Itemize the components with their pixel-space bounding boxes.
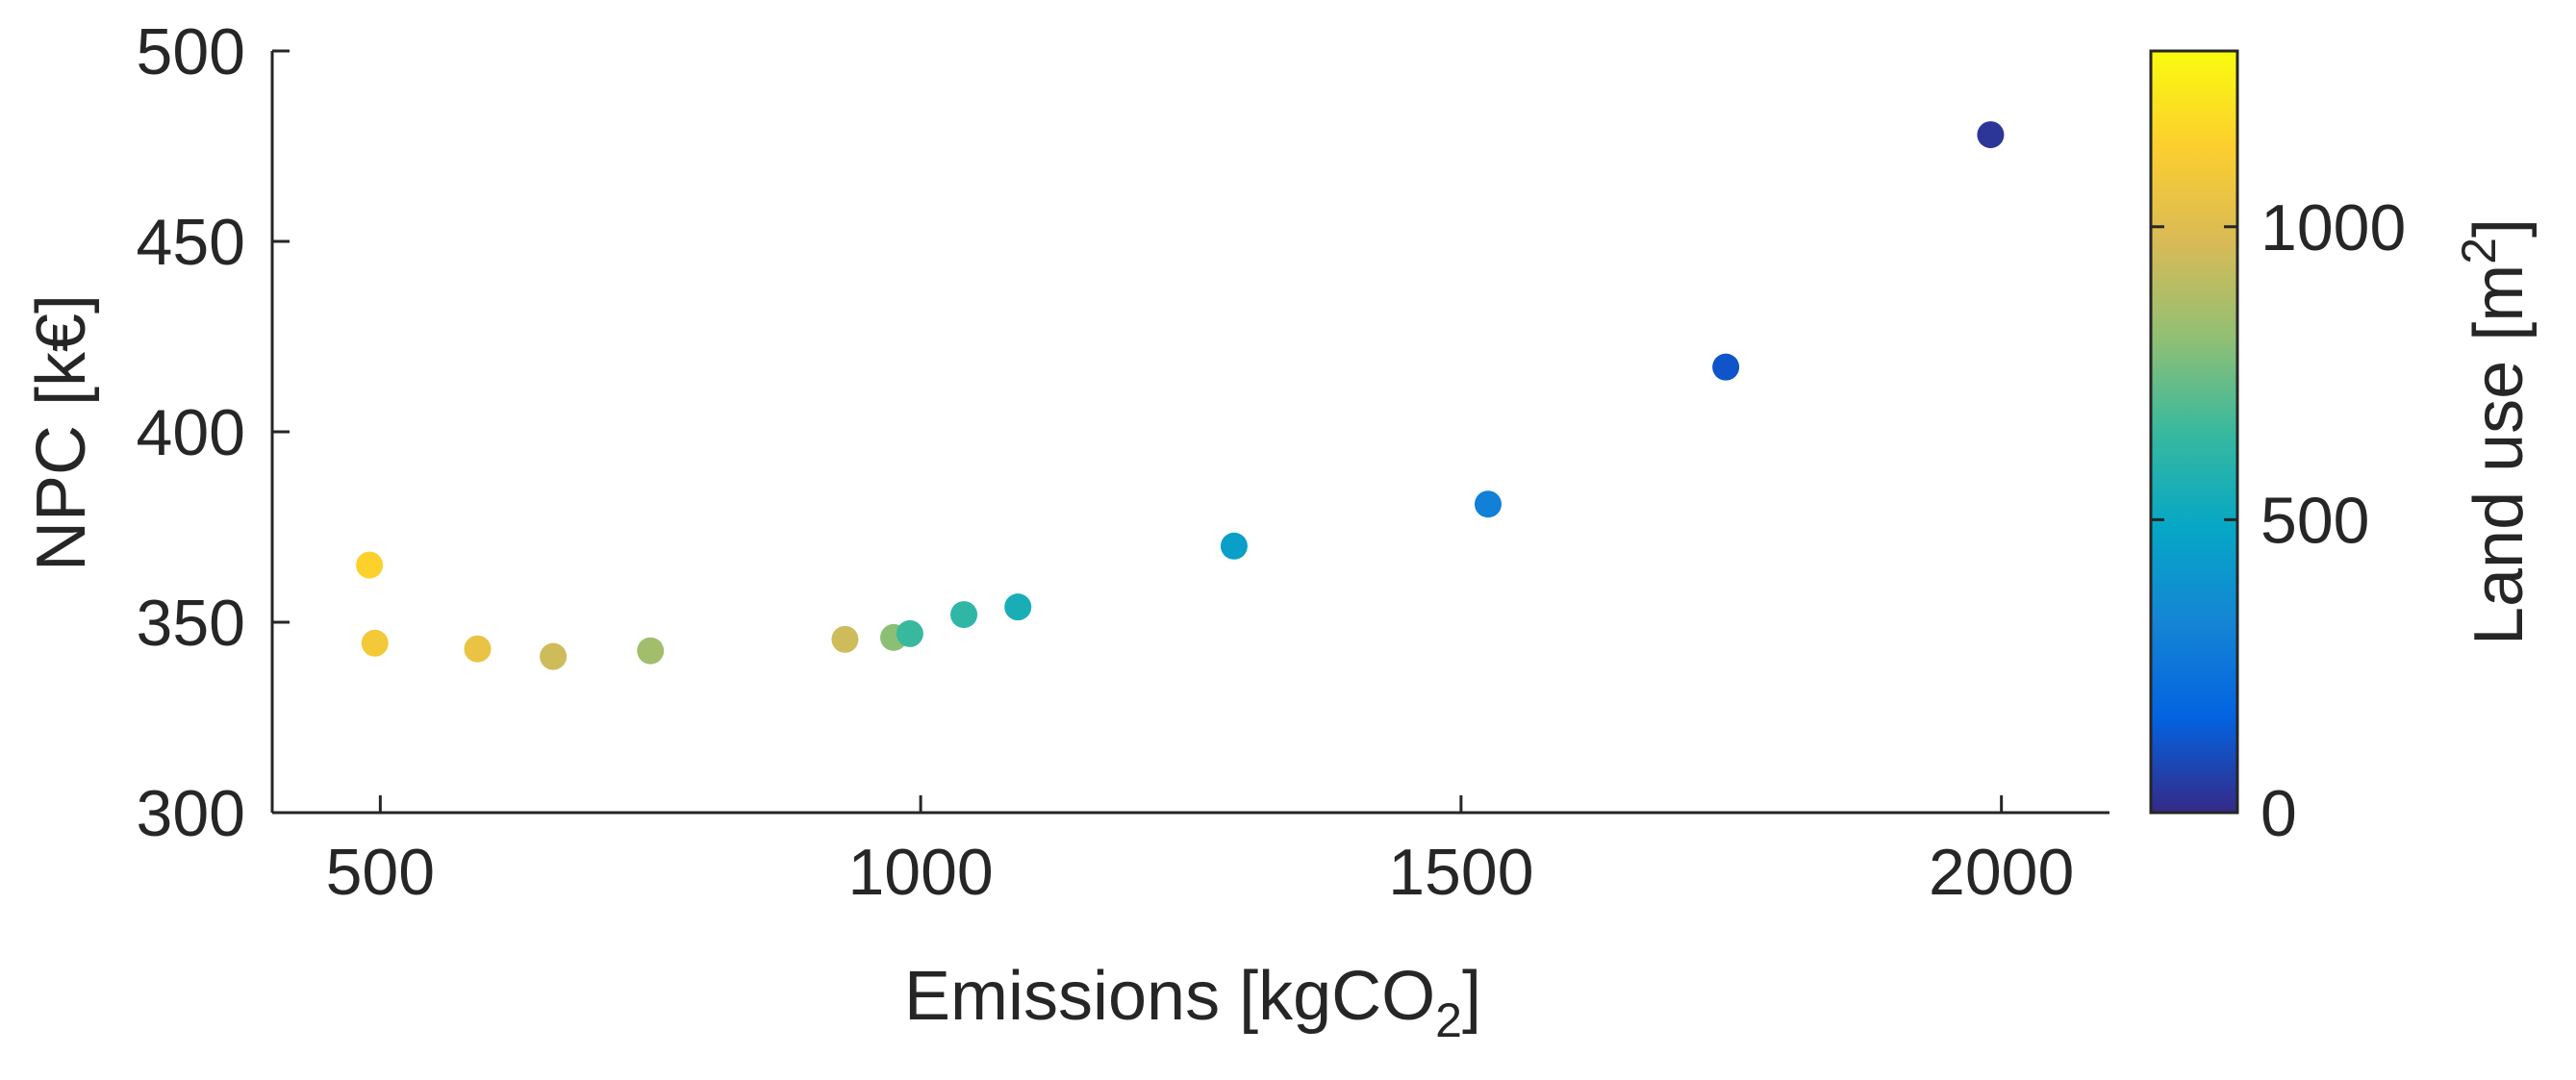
- plot-area: 500 1000 1500 2000 300 350 400 450 500: [137, 15, 2109, 909]
- data-point: [464, 635, 492, 663]
- colorbar-tick-label: 0: [2260, 777, 2297, 850]
- colorbar-tick-label: 500: [2260, 484, 2369, 557]
- y-tick-label: 400: [137, 396, 245, 469]
- data-point: [950, 601, 978, 629]
- data-point: [1220, 532, 1248, 560]
- y-tick-label: 300: [137, 777, 245, 850]
- x-axis-title: Emissions [kgCO2]: [904, 958, 1481, 1047]
- data-point: [1004, 593, 1032, 621]
- data-point: [356, 551, 384, 579]
- colorbar-ticks: 0 500 1000: [2151, 191, 2406, 850]
- data-point: [1712, 353, 1740, 381]
- x-tick-label: 500: [326, 836, 435, 909]
- data-point: [1977, 121, 2005, 149]
- data-point: [896, 619, 923, 647]
- data-point: [361, 629, 389, 657]
- x-tick-label: 1500: [1388, 836, 1533, 909]
- data-point: [637, 637, 665, 665]
- colorbar: [2149, 49, 2239, 815]
- data-point: [1474, 490, 1502, 518]
- colorbar-tick-label: 1000: [2260, 191, 2406, 264]
- x-tick-label: 1000: [847, 836, 993, 909]
- y-axis-title: NPC [k€]: [23, 294, 100, 571]
- x-tick-label: 2000: [1929, 836, 2074, 909]
- y-tick-label: 450: [137, 206, 245, 279]
- y-tick-label: 350: [137, 587, 245, 660]
- colorbar-title: Land use [m2]: [2452, 218, 2538, 645]
- data-point: [831, 625, 859, 653]
- data-point: [540, 642, 568, 670]
- y-tick-label: 500: [137, 15, 245, 88]
